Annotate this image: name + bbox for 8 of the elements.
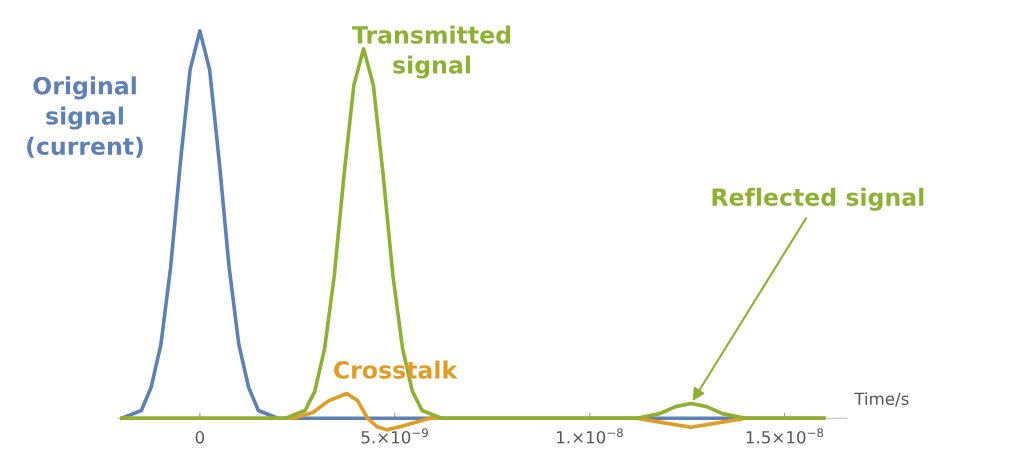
x-tick-label: 1.5×10$^{−8}$	[746, 428, 824, 444]
x-axis-title: Time/s	[854, 392, 909, 407]
x-tick-label: 1.×10$^{−8}$	[557, 428, 623, 444]
x-tick-label: 5.×10$^{−9}$	[361, 428, 428, 444]
annotation: Reflected signal	[712, 187, 924, 211]
x-tick-label: 0	[195, 431, 205, 444]
series-label: Original signal (current)	[27, 76, 143, 158]
series-label: Transmitted signal	[352, 25, 511, 79]
